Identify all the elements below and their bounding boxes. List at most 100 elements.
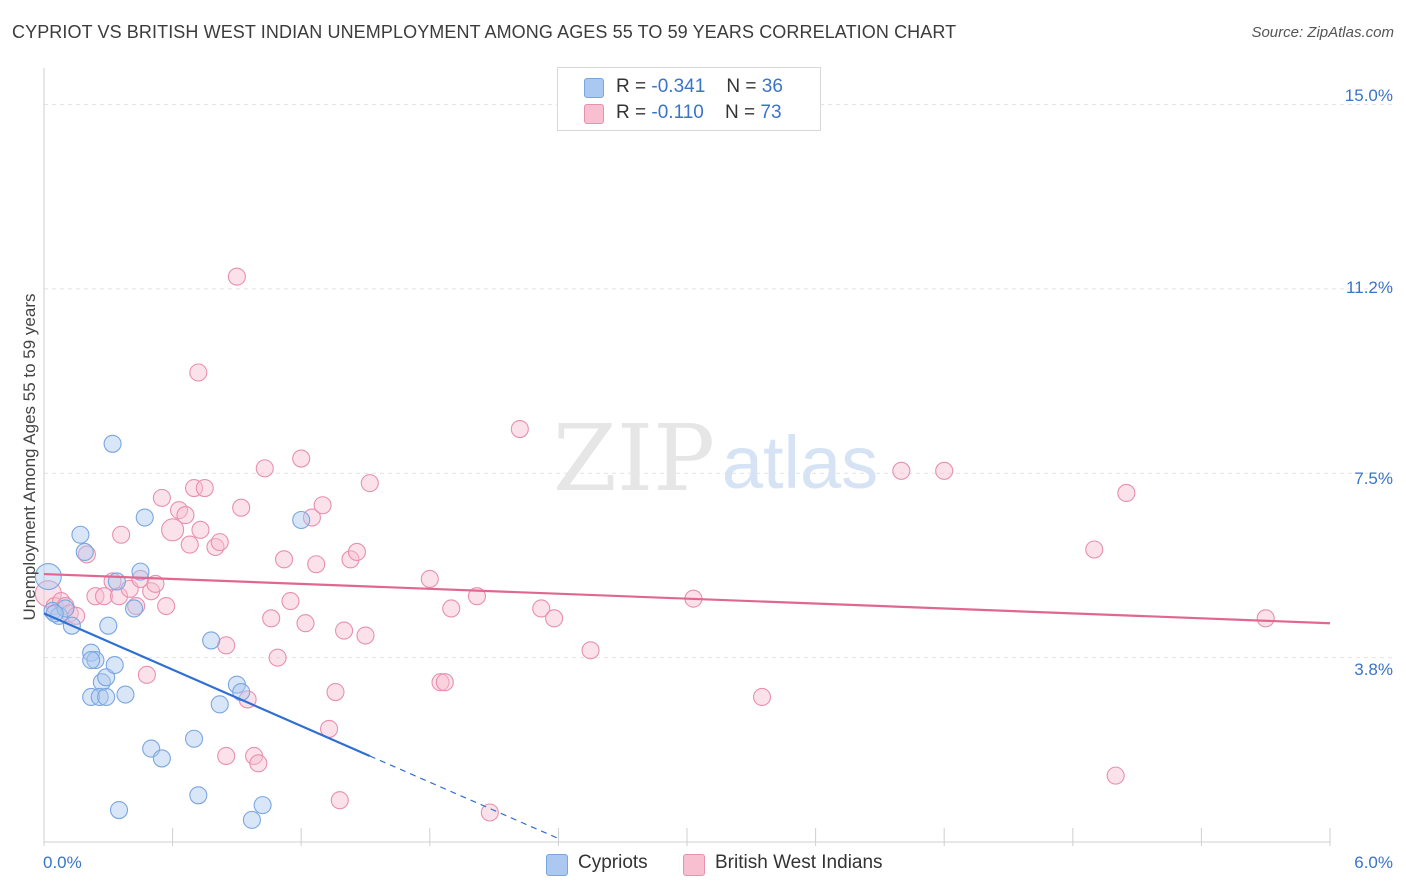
data-point-bwi bbox=[77, 545, 96, 564]
data-point-bwi bbox=[302, 508, 321, 527]
data-point-bwi bbox=[94, 587, 114, 606]
data-point-bwi bbox=[892, 461, 911, 480]
x-tick-max: 6.0% bbox=[1354, 853, 1393, 872]
data-point-bwi bbox=[532, 599, 551, 618]
data-point-cypriots bbox=[86, 651, 105, 670]
legend-swatch-cypriots bbox=[546, 854, 568, 876]
data-point-bwi bbox=[281, 592, 300, 611]
data-point-bwi bbox=[262, 609, 281, 628]
data-point-bwi bbox=[275, 550, 294, 569]
legend-r-label: R = bbox=[616, 102, 647, 123]
data-point-bwi bbox=[189, 363, 208, 382]
chart-title: CYPRIOT VS BRITISH WEST INDIAN UNEMPLOYM… bbox=[12, 22, 957, 42]
data-point-bwi bbox=[420, 569, 439, 589]
data-point-cypriots bbox=[292, 510, 311, 530]
data-point-bwi bbox=[112, 525, 131, 544]
legend-n-label: N = bbox=[726, 76, 757, 97]
data-point-bwi bbox=[180, 535, 199, 554]
data-point-bwi bbox=[545, 609, 564, 628]
data-point-bwi bbox=[1085, 540, 1104, 559]
data-point-bwi bbox=[184, 478, 204, 498]
correlation-legend: R = -0.341 N = 36 R = -0.110 N = 73 bbox=[557, 67, 821, 131]
data-point-bwi bbox=[109, 587, 129, 606]
data-point-bwi bbox=[480, 803, 499, 822]
data-point-cypriots bbox=[82, 651, 101, 670]
data-point-bwi bbox=[330, 791, 349, 810]
legend-swatch-bwi bbox=[584, 104, 604, 124]
data-point-cypriots bbox=[242, 810, 261, 829]
data-point-bwi bbox=[581, 641, 600, 660]
data-point-bwi bbox=[249, 754, 268, 773]
data-point-bwi bbox=[227, 267, 246, 286]
data-point-bwi bbox=[326, 683, 345, 702]
data-point-bwi bbox=[935, 461, 954, 480]
data-point-cypriots bbox=[45, 604, 64, 623]
trend-line-cypriots bbox=[43, 612, 371, 757]
data-point-cypriots bbox=[34, 562, 62, 591]
x-tick-min: 0.0% bbox=[43, 853, 82, 872]
data-point-bwi bbox=[292, 449, 311, 468]
data-point-bwi bbox=[356, 626, 375, 645]
data-point-cypriots bbox=[99, 616, 118, 635]
data-point-bwi bbox=[176, 506, 195, 525]
data-point-cypriots bbox=[109, 800, 129, 820]
data-point-bwi bbox=[137, 665, 156, 684]
data-point-bwi bbox=[152, 488, 171, 507]
bottom-legend-label: British West Indians bbox=[715, 852, 883, 873]
legend-n-value: 73 bbox=[760, 102, 782, 123]
y-tick-label: 7.5% bbox=[1354, 469, 1393, 488]
data-point-cypriots bbox=[56, 599, 75, 618]
data-point-cypriots bbox=[124, 599, 144, 618]
legend-n-value: 36 bbox=[761, 76, 783, 97]
data-point-cypriots bbox=[189, 786, 208, 805]
data-point-bwi bbox=[313, 496, 332, 515]
y-axis-label: Unemployment Among Ages 55 to 59 years bbox=[20, 293, 39, 621]
legend-r-value: -0.341 bbox=[651, 76, 706, 97]
data-point-cypriots bbox=[107, 572, 126, 591]
data-point-bwi bbox=[268, 648, 287, 667]
legend-swatch-bwi bbox=[683, 854, 705, 876]
data-point-bwi bbox=[510, 419, 529, 439]
data-point-bwi bbox=[255, 459, 274, 478]
data-point-cypriots bbox=[135, 508, 154, 527]
data-point-bwi bbox=[1106, 766, 1125, 785]
data-point-bwi bbox=[360, 474, 379, 493]
data-point-cypriots bbox=[105, 655, 124, 675]
data-point-cypriots bbox=[152, 749, 171, 768]
data-point-bwi bbox=[752, 687, 772, 707]
axes bbox=[43, 68, 1331, 846]
legend-swatch-cypriots bbox=[584, 78, 604, 98]
data-point-cypriots bbox=[75, 542, 94, 561]
source-credit[interactable]: Source: ZipAtlas.com bbox=[1251, 24, 1394, 41]
data-point-cypriots bbox=[131, 562, 150, 581]
data-point-bwi bbox=[341, 550, 360, 569]
data-point-bwi bbox=[146, 574, 165, 593]
data-point-bwi bbox=[217, 746, 236, 766]
trend-line-bwi bbox=[43, 572, 1331, 625]
data-point-bwi bbox=[296, 614, 315, 633]
y-tick-label: 3.8% bbox=[1354, 660, 1393, 679]
data-point-bwi bbox=[127, 596, 146, 616]
y-tick-label: 11.2% bbox=[1346, 278, 1393, 297]
data-point-cypriots bbox=[90, 687, 109, 707]
data-point-bwi bbox=[210, 533, 229, 552]
data-point-bwi bbox=[307, 555, 326, 574]
data-point-cypriots bbox=[253, 796, 272, 815]
data-point-bwi bbox=[217, 636, 236, 655]
data-point-bwi bbox=[161, 518, 185, 542]
data-point-bwi bbox=[157, 596, 176, 616]
data-point-cypriots bbox=[97, 668, 116, 687]
data-point-cypriots bbox=[71, 525, 90, 544]
data-point-bwi bbox=[1117, 483, 1136, 503]
trend-line-cypriots-extension bbox=[369, 755, 559, 840]
legend-r-label: R = bbox=[616, 76, 647, 97]
data-point-bwi bbox=[431, 673, 450, 692]
bottom-legend-label: Cypriots bbox=[578, 852, 648, 873]
data-point-bwi bbox=[195, 478, 214, 498]
data-point-cypriots bbox=[103, 434, 122, 453]
data-point-cypriots bbox=[116, 685, 135, 704]
legend-n-label: N = bbox=[724, 102, 756, 123]
legend-r-value: -0.110 bbox=[651, 102, 704, 123]
watermark-zip: ZIP bbox=[553, 405, 715, 512]
